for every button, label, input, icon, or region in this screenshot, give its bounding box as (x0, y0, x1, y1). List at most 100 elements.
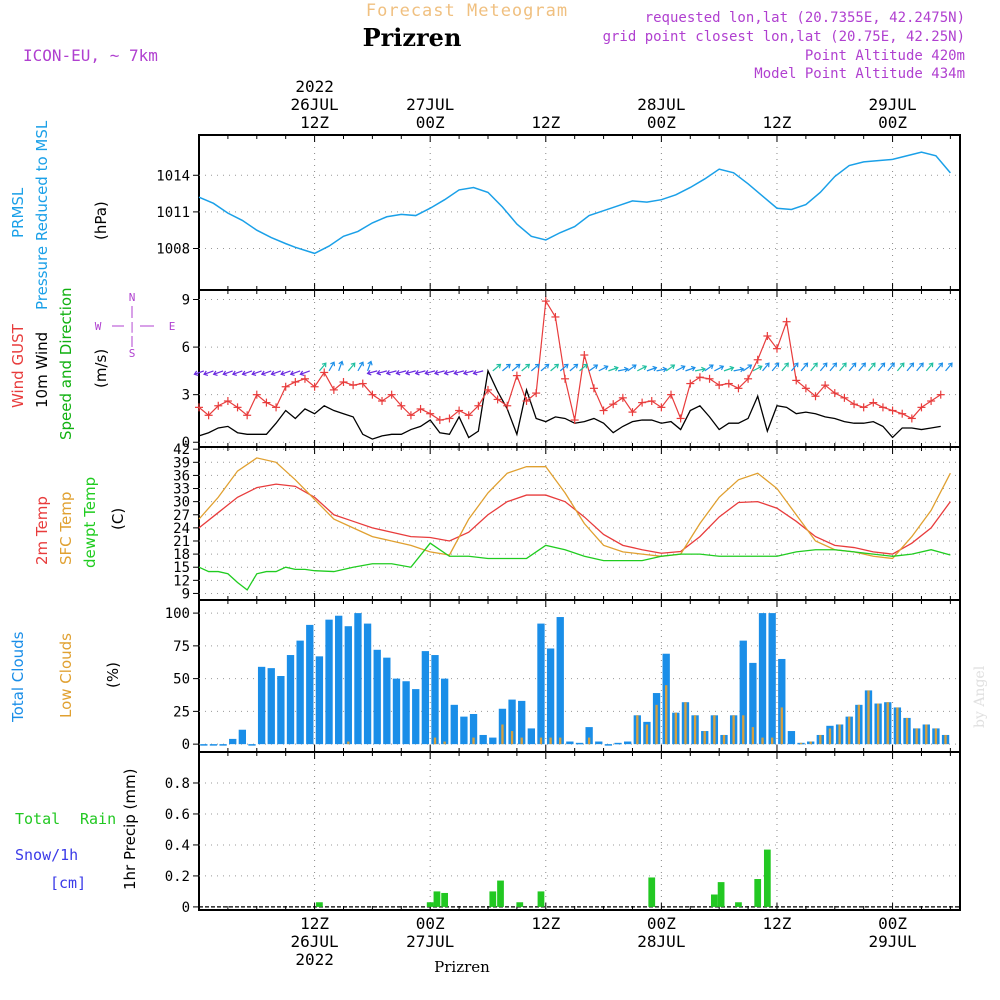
direction-arrow-head (928, 362, 934, 368)
pressure-reduced-label: Pressure Reduced to MSL (33, 120, 51, 310)
total-cloud-bar (508, 699, 516, 745)
bottom-time-label: 2022 (295, 950, 334, 969)
direction-arrow (511, 363, 521, 372)
direction-arrow-head (603, 365, 609, 371)
low-cloud-bar (587, 737, 591, 745)
direction-arrow (694, 368, 706, 372)
direction-arrow (540, 363, 550, 372)
direction-arrow (386, 370, 397, 375)
low-cloud-bar (934, 728, 938, 745)
direction-arrow-head (241, 370, 247, 376)
direction-arrow-head (270, 370, 276, 376)
dewpt-line (198, 542, 951, 591)
low-cloud-bar (674, 712, 677, 745)
low-cloud-bar (665, 685, 668, 745)
total-cloud-bar (248, 744, 256, 746)
ytick-label: 0.6 (165, 807, 190, 823)
ytick-label: 27 (173, 508, 190, 524)
ytick-label: 36 (173, 468, 190, 484)
direction-arrow (318, 362, 327, 372)
total-cloud-bar (392, 678, 401, 745)
low-clouds-label: Low Clouds (57, 633, 75, 718)
low-cloud-bar (809, 741, 812, 745)
direction-arrow (261, 370, 272, 375)
direction-arrow (916, 362, 924, 372)
compass-s: S (129, 347, 136, 360)
total-clouds-label: Total Clouds (9, 631, 27, 723)
direction-arrow (790, 362, 799, 372)
low-cloud-bar (905, 717, 909, 745)
low-cloud-bar (944, 734, 947, 745)
bottom-time-label: 12Z (531, 914, 560, 933)
direction-arrow (762, 362, 770, 372)
t2m-line (198, 483, 951, 555)
c-unit-label: (C) (109, 508, 127, 530)
precip-bar (497, 880, 504, 907)
low-cloud-bar (636, 715, 639, 745)
direction-arrow-head (338, 360, 344, 366)
direction-arrow (800, 362, 808, 372)
direction-arrow (829, 362, 837, 372)
direction-arrow-head (880, 362, 886, 368)
total-cloud-bar (402, 681, 410, 745)
total-cloud-bar (624, 741, 632, 745)
direction-arrow (280, 370, 291, 375)
direction-arrow-head (515, 363, 521, 369)
total-cloud-bar (219, 744, 227, 746)
total-cloud-bar (209, 744, 218, 746)
direction-arrow (617, 368, 628, 372)
low-cloud-bar (703, 731, 706, 745)
total-cloud-bar (200, 744, 208, 746)
location-title: Prizren (363, 23, 462, 52)
total-cloud-bar (460, 716, 468, 745)
total-cloud-bar (267, 668, 275, 745)
low-cloud-bar (655, 704, 658, 745)
direction-arrow-head (613, 365, 619, 372)
direction-arrow-head (861, 362, 866, 368)
requested-coords: requested lon,lat (20.7355E, 42.2475N) (645, 10, 965, 26)
ytick-label: 1008 (156, 242, 190, 258)
precip-bar (648, 877, 656, 907)
ytick-label: 0 (182, 900, 190, 916)
total-cloud-bar (354, 613, 362, 745)
total-label: Total (15, 810, 60, 828)
low-cloud-bar (645, 724, 649, 745)
low-cloud-bar (510, 731, 514, 745)
ytick-label: 24 (173, 521, 190, 537)
direction-arrow-head (251, 370, 257, 376)
low-cloud-bar (732, 715, 735, 745)
precip-bar (537, 891, 545, 907)
direction-arrow-head (222, 370, 228, 376)
direction-arrow-head (662, 366, 668, 373)
direction-arrow-head (757, 365, 763, 371)
total-cloud-bar (489, 737, 497, 745)
total-cloud-bar (595, 741, 603, 745)
direction-arrow (627, 364, 637, 372)
direction-arrow (742, 364, 752, 372)
low-cloud-bar (915, 728, 918, 745)
low-cloud-bar (742, 715, 745, 745)
dewpt-label: dewpt Temp (81, 477, 99, 568)
bottom-time-label: 12Z (300, 914, 329, 933)
direction-arrow (714, 365, 724, 372)
precip-bar (489, 891, 497, 907)
direction-arrow (271, 370, 282, 375)
direction-arrow-head (193, 370, 199, 376)
total-cloud-bar (739, 640, 747, 745)
direction-arrow-head (385, 369, 391, 376)
direction-arrow (588, 364, 598, 372)
model-altitude: Model Point Altitude 434m (754, 66, 965, 82)
ytick-label: 0.4 (165, 838, 190, 854)
direction-arrow-head (631, 364, 637, 370)
compass-w: W (95, 320, 102, 333)
direction-arrow (839, 362, 847, 372)
direction-arrow (425, 370, 436, 375)
ms-unit-label: (m/s) (92, 349, 110, 388)
total-cloud-bar (518, 700, 526, 745)
top-time-label: 28JUL (637, 95, 685, 114)
direction-arrow (290, 370, 301, 375)
precip-ylabel: 1hr Precip (mm) (121, 769, 139, 890)
direction-arrow-head (289, 370, 295, 376)
low-cloud-bar (472, 737, 475, 745)
speed-direction-label: Speed and Direction (57, 287, 75, 440)
